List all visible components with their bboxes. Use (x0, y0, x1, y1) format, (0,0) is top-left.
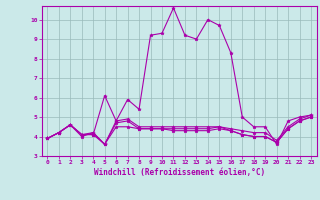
X-axis label: Windchill (Refroidissement éolien,°C): Windchill (Refroidissement éolien,°C) (94, 168, 265, 177)
